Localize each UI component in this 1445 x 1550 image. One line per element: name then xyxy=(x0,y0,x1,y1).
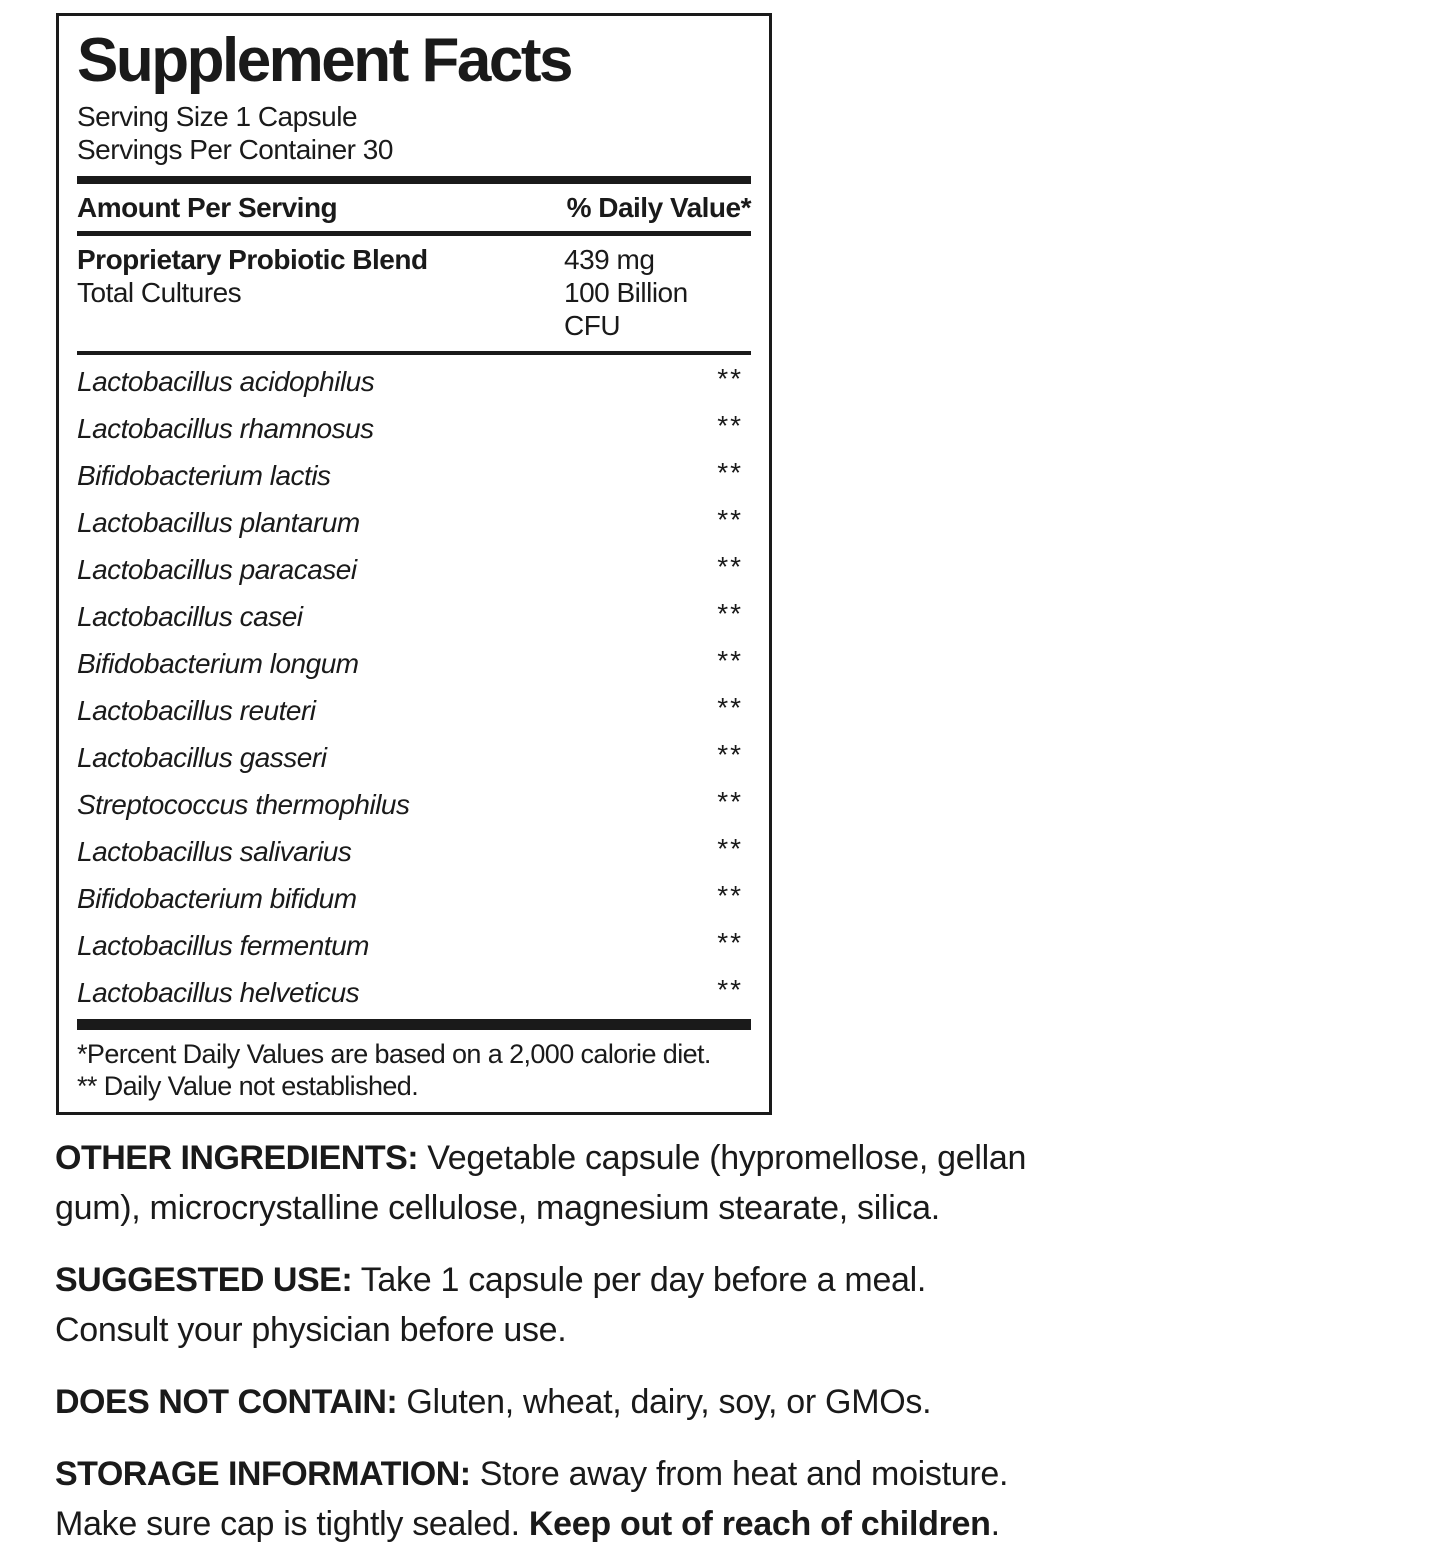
strain-name: Streptococcus thermophilus xyxy=(77,788,410,820)
strain-daily-value: ** xyxy=(717,504,743,536)
footnote-percent-daily-value: *Percent Daily Values are based on a 2,0… xyxy=(77,1039,711,1070)
strain-name: Lactobacillus fermentum xyxy=(77,929,369,961)
strain-name: Lactobacillus gasseri xyxy=(77,741,327,773)
other-ingredients-label: OTHER INGREDIENTS: xyxy=(55,1139,419,1178)
does-not-contain-label: DOES NOT CONTAIN: xyxy=(55,1383,398,1422)
strain-daily-value: ** xyxy=(717,739,743,771)
strain-row: Bifidobacterium bifidum ** xyxy=(77,875,751,922)
strain-row: Lactobacillus gasseri ** xyxy=(77,734,751,781)
strain-name: Lactobacillus helveticus xyxy=(77,976,360,1008)
suggested-use-label: SUGGESTED USE: xyxy=(55,1261,353,1300)
strain-daily-value: ** xyxy=(717,410,743,442)
footnote-dv-not-established: ** Daily Value not established. xyxy=(77,1070,419,1101)
amount-per-serving-header: Amount Per Serving xyxy=(77,191,338,223)
strain-daily-value: ** xyxy=(717,786,743,818)
serving-info: Serving Size 1 Capsule Servings Per Cont… xyxy=(77,100,751,166)
strain-list: Lactobacillus acidophilus ** Lactobacill… xyxy=(77,355,751,1016)
info-sections: OTHER INGREDIENTS: Vegetable capsule (hy… xyxy=(55,1134,1175,1550)
strain-name: Lactobacillus reuteri xyxy=(77,694,316,726)
proprietary-blend-rows: Proprietary Probiotic Blend 439 mg Total… xyxy=(77,236,751,351)
daily-value-header: % Daily Value* xyxy=(566,191,752,223)
strain-daily-value: ** xyxy=(717,645,743,677)
other-ingredients-text: Vegetable capsule (hypromellose, gellan … xyxy=(55,1139,1027,1228)
strain-daily-value: ** xyxy=(717,880,743,912)
strain-row: Lactobacillus casei ** xyxy=(77,593,751,640)
servings-per-container: Servings Per Container 30 xyxy=(77,133,393,165)
divider-thick-top xyxy=(77,175,751,184)
keep-out-of-reach-text: Keep out of reach of children xyxy=(528,1505,991,1544)
footnotes: *Percent Daily Values are based on a 2,0… xyxy=(77,1039,751,1102)
supplement-facts-panel: Supplement Facts Serving Size 1 Capsule … xyxy=(56,13,772,1116)
strain-row: Lactobacillus helveticus ** xyxy=(77,969,751,1016)
suggested-use-section: SUGGESTED USE: Take 1 capsule per day be… xyxy=(55,1256,1175,1356)
strain-row: Lactobacillus paracasei ** xyxy=(77,546,751,593)
strain-name: Lactobacillus casei xyxy=(77,600,303,632)
strain-daily-value: ** xyxy=(717,692,743,724)
strain-row: Lactobacillus reuteri ** xyxy=(77,687,751,734)
strain-name: Lactobacillus rhamnosus xyxy=(77,412,374,444)
other-ingredients-section: OTHER INGREDIENTS: Vegetable capsule (hy… xyxy=(55,1134,1175,1234)
strain-daily-value: ** xyxy=(717,974,743,1006)
strain-daily-value: ** xyxy=(717,363,743,395)
strain-row: Lactobacillus salivarius ** xyxy=(77,828,751,875)
divider-medium xyxy=(77,230,751,236)
strain-name: Lactobacillus plantarum xyxy=(77,506,360,538)
strain-name: Lactobacillus salivarius xyxy=(77,835,352,867)
strain-name: Lactobacillus acidophilus xyxy=(77,365,375,397)
strain-row: Streptococcus thermophilus ** xyxy=(77,781,751,828)
strain-name: Bifidobacterium bifidum xyxy=(77,882,357,914)
strain-daily-value: ** xyxy=(717,457,743,489)
strain-row: Lactobacillus rhamnosus ** xyxy=(77,405,751,452)
strain-name: Bifidobacterium longum xyxy=(77,647,359,679)
blend-sub-name: Total Cultures xyxy=(77,276,242,308)
panel-title: Supplement Facts xyxy=(77,26,574,95)
blend-sub-amount: 100 Billion CFU xyxy=(564,276,688,342)
storage-information-tail: . xyxy=(990,1505,1000,1544)
strain-daily-value: ** xyxy=(717,927,743,959)
column-headers-row: Amount Per Serving % Daily Value* xyxy=(77,184,752,231)
blend-name: Proprietary Probiotic Blend xyxy=(77,243,428,275)
does-not-contain-section: DOES NOT CONTAIN: Gluten, wheat, dairy, … xyxy=(55,1378,1175,1428)
suggested-use-text: Take 1 capsule per day before a meal. Co… xyxy=(55,1261,927,1350)
divider-thick-bottom xyxy=(77,1019,751,1031)
strain-row: Lactobacillus fermentum ** xyxy=(77,922,751,969)
does-not-contain-text: Gluten, wheat, dairy, soy, or GMOs. xyxy=(397,1383,932,1422)
blend-amount: 439 mg xyxy=(564,243,655,275)
storage-information-label: STORAGE INFORMATION: xyxy=(55,1455,471,1494)
strain-daily-value: ** xyxy=(717,833,743,865)
strain-name: Lactobacillus paracasei xyxy=(77,553,357,585)
strain-daily-value: ** xyxy=(717,551,743,583)
strain-row: Lactobacillus plantarum ** xyxy=(77,499,751,546)
divider-thin xyxy=(77,351,751,356)
strain-name: Bifidobacterium lactis xyxy=(77,459,331,491)
serving-size: Serving Size 1 Capsule xyxy=(77,100,358,132)
strain-row: Lactobacillus acidophilus ** xyxy=(77,358,751,405)
strain-row: Bifidobacterium lactis ** xyxy=(77,452,751,499)
strain-daily-value: ** xyxy=(717,598,743,630)
strain-row: Bifidobacterium longum ** xyxy=(77,640,751,687)
storage-information-section: STORAGE INFORMATION: Store away from hea… xyxy=(55,1450,1175,1550)
